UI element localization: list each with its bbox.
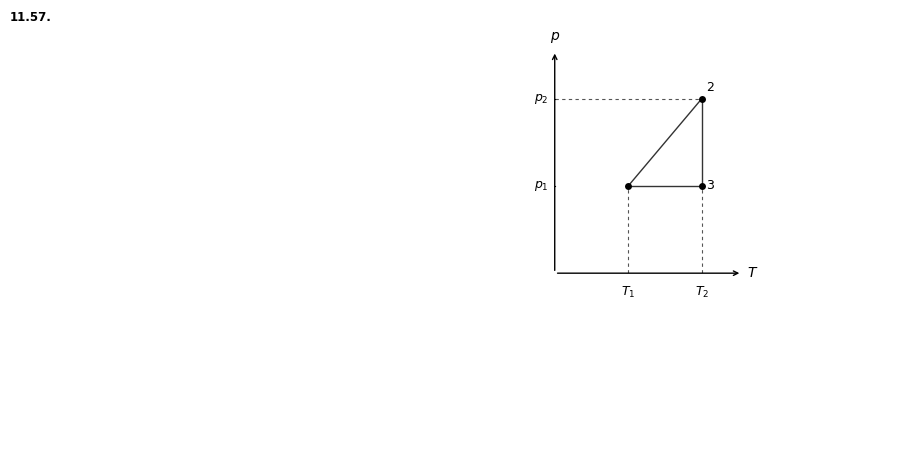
Text: $p$: $p$ [549,30,560,45]
Text: $T_2$: $T_2$ [695,284,709,300]
Text: 11.57.: 11.57. [10,11,52,24]
Text: $p_1$: $p_1$ [534,179,548,193]
Text: 3: 3 [706,179,714,193]
Text: 2: 2 [706,81,714,94]
Text: $p_2$: $p_2$ [534,92,548,106]
Text: $T_1$: $T_1$ [621,284,635,300]
Text: $T$: $T$ [747,266,759,280]
